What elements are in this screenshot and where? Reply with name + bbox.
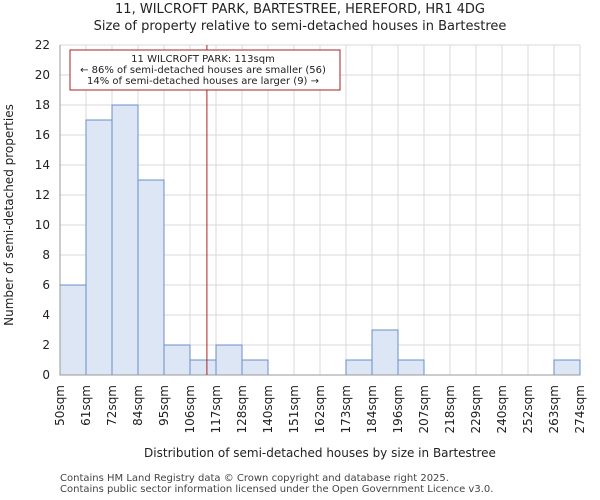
histogram-bar [59,284,87,376]
histogram-bar [397,359,425,376]
x-tick-label: 196sqm [391,385,405,433]
x-tick-label: 263sqm [547,385,561,433]
y-tick-label: 16 [35,128,50,142]
x-tick-label: 50sqm [53,385,67,426]
histogram-bar [137,179,165,376]
y-tick-label: 0 [42,368,50,382]
x-tick-label: 106sqm [183,385,197,433]
footer-line-2: Contains public sector information licen… [60,484,494,495]
histogram-bar [189,359,217,376]
x-tick-labels: 50sqm 61sqm 72sqm 84sqm 95sqm 106sqm 117sqm 128… [53,385,587,433]
y-tick-label: 4 [42,308,50,322]
x-tick-label: 84sqm [131,385,145,426]
histogram-bar [241,359,269,376]
y-tick-label: 18 [35,98,50,112]
annotation-text: 11 WILCROFT PARK: 113sqm [131,54,275,65]
y-tick-label: 14 [35,158,50,172]
x-tick-label: 95sqm [157,385,171,426]
chart-title: 11, WILCROFT PARK, BARTESTREE, HEREFORD,… [115,2,485,17]
annotation-text: 14% of semi-detached houses are larger (… [87,76,319,87]
x-tick-label: 61sqm [79,385,93,426]
x-tick-label: 173sqm [339,385,353,433]
y-tick-label: 2 [42,338,50,352]
histogram-bar [371,329,399,376]
x-tick-label: 207sqm [417,385,431,433]
footer-line-1: Contains HM Land Registry data © Crown c… [60,473,449,484]
y-tick-label: 10 [35,218,50,232]
y-tick-label: 8 [42,248,50,262]
x-tick-label: 184sqm [365,385,379,433]
histogram-bar [163,344,191,376]
y-tick-label: 12 [35,188,50,202]
y-axis-label: Number of semi-detached properties [2,104,16,326]
x-tick-label: 252sqm [521,385,535,433]
x-tick-label: 274sqm [573,385,587,433]
annotation-box [69,49,341,91]
x-tick-label: 218sqm [443,385,457,433]
y-tick-label: 20 [35,68,50,82]
y-tick-label: 22 [35,38,50,52]
histogram-bar [345,359,373,376]
x-axis-label: Distribution of semi-detached houses by … [144,446,496,460]
bars [59,104,581,376]
x-tick-label: 117sqm [209,385,223,433]
annotation-text: ← 86% of semi-detached houses are smalle… [80,65,326,76]
histogram-bar [553,359,581,376]
histogram-bar [111,104,139,376]
histogram-bar [85,119,113,376]
y-tick-label: 6 [42,278,50,292]
x-tick-label: 140sqm [261,385,275,433]
y-tick-labels: 0 2 4 6 8 10 12 14 16 18 20 22 [35,38,50,382]
histogram-bar [215,344,243,376]
axes [59,45,580,376]
x-tick-label: 151sqm [287,385,301,433]
x-tick-label: 162sqm [313,385,327,433]
chart-subtitle: Size of property relative to semi-detach… [93,19,507,34]
property-marker: 11 WILCROFT PARK: 113sqm← 86% of semi-de… [69,45,341,375]
x-tick-label: 229sqm [469,385,483,433]
x-tick-label: 128sqm [235,385,249,433]
x-tick-label: 72sqm [105,385,119,426]
x-tick-label: 240sqm [495,385,509,433]
